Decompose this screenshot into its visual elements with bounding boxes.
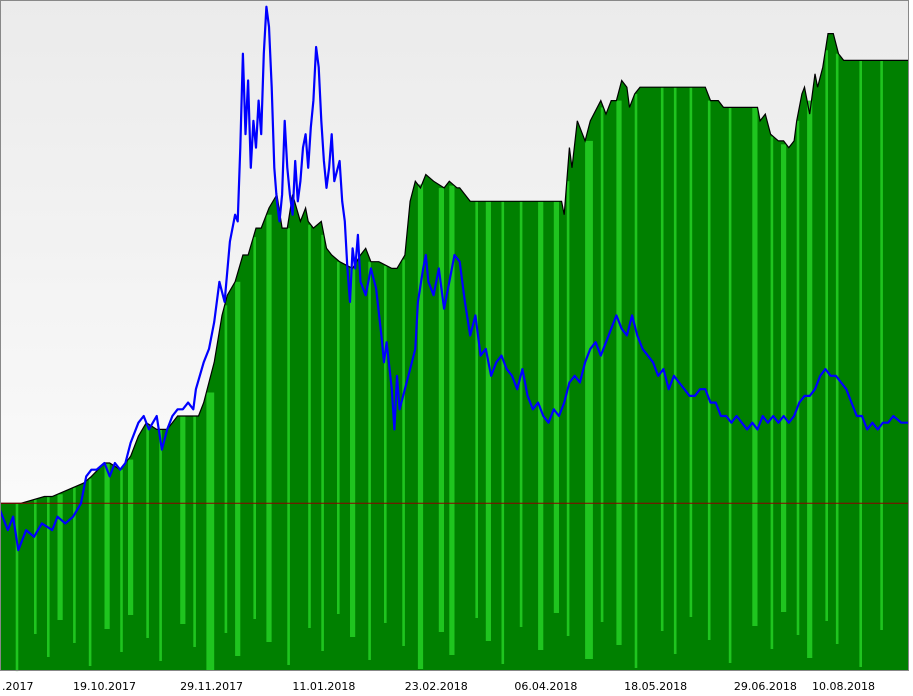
drawdown-stripe (519, 201, 523, 628)
drawdown-stripe (120, 469, 123, 652)
drawdown-stripe (104, 463, 110, 629)
drawdown-stripe (287, 228, 290, 665)
drawdown-stripe (321, 234, 324, 652)
drawdown-stripe (34, 499, 37, 634)
drawdown-stripe (770, 136, 774, 649)
drawdown-stripe (728, 107, 732, 663)
drawdown-stripe (337, 261, 340, 614)
x-tick-label: 29.11.2017 (180, 680, 243, 693)
drawdown-stripe (825, 50, 828, 622)
drawdown-stripe (660, 87, 664, 631)
x-tick-label: 19.10.2017 (73, 680, 136, 693)
drawdown-stripe (384, 265, 387, 623)
drawdown-stripe (402, 259, 405, 646)
drawdown-stripe (350, 267, 356, 637)
drawdown-stripes (15, 50, 883, 672)
drawdown-stripe (253, 237, 256, 619)
drawdown-stripe (634, 93, 638, 668)
drawdown-stripe (146, 424, 149, 638)
drawdown-stripe (880, 60, 883, 630)
drawdown-stripe (566, 181, 570, 636)
drawdown-stripe (47, 496, 50, 657)
x-tick-label: .2017 (2, 680, 34, 693)
drawdown-stripe (224, 305, 228, 633)
drawdown-stripe (689, 87, 693, 617)
drawdown-stripe (807, 100, 813, 659)
x-tick-label: 23.02.2018 (405, 680, 468, 693)
drawdown-stripe (180, 416, 186, 624)
drawdown-stripe (475, 201, 478, 619)
drawdown-stripe (449, 185, 455, 655)
drawdown-stripe (308, 224, 311, 629)
drawdown-stripe (73, 487, 76, 643)
drawdown-stripe (88, 478, 92, 666)
plot-frame (0, 0, 909, 671)
drawdown-stripe (266, 214, 272, 642)
drawdown-stripe (796, 120, 800, 636)
drawdown-stripe (752, 107, 758, 626)
drawdown-stripe (57, 494, 63, 620)
drawdown-stripe (15, 503, 19, 672)
x-tick-label: 11.01.2018 (292, 680, 355, 693)
x-tick-label: 29.06.2018 (734, 680, 797, 693)
drawdown-stripe (235, 281, 241, 656)
x-tick-label: 06.04.2018 (514, 680, 577, 693)
drawdown-stripe (616, 100, 622, 646)
drawdown-stripe (193, 416, 196, 647)
drawdown-stripe (368, 261, 371, 660)
equity-outline (0, 32, 909, 504)
drawdown-stripe (859, 60, 862, 667)
drawdown-stripe (485, 201, 491, 642)
drawdown-stripe (553, 201, 559, 614)
equity-outline-line (0, 32, 909, 504)
drawdown-stripe (600, 107, 604, 622)
drawdown-stripe (585, 140, 593, 659)
price-series (0, 5, 909, 552)
drawdown-stripe (417, 184, 424, 669)
x-tick-label: 10.08.2018 (812, 680, 875, 693)
drawdown-stripe (128, 459, 134, 615)
price-line (0, 5, 909, 552)
drawdown-stripe (673, 87, 677, 654)
drawdown-stripe (781, 144, 787, 613)
x-tick-label: 18.05.2018 (624, 680, 687, 693)
drawdown-stripe (707, 100, 711, 641)
x-axis: .2017 19.10.2017 29.11.2017 11.01.2018 2… (2, 680, 875, 693)
drawdown-stripe (835, 53, 839, 644)
drawdown-stripe (438, 187, 444, 632)
drawdown-stripe (159, 429, 162, 661)
drawdown-stripe (206, 392, 215, 670)
drawdown-stripe (538, 201, 544, 651)
drawdown-stripe (501, 201, 505, 665)
